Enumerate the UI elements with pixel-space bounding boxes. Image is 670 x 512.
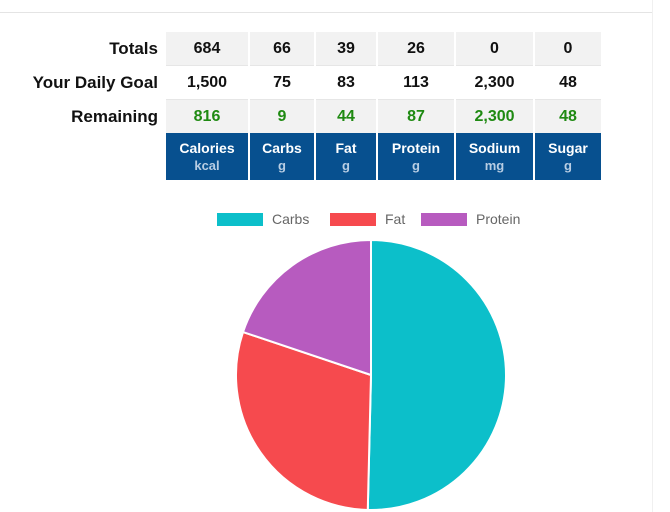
col-carbs-name: Carbs [262, 139, 302, 156]
remaining-sodium: 2,300 [456, 100, 533, 133]
legend-swatch-fat [330, 212, 376, 226]
totals-carbs: 66 [250, 32, 314, 65]
legend-swatch-carbs [217, 212, 263, 226]
goal-sodium: 2,300 [456, 65, 533, 100]
daily-goal-label: Your Daily Goal [8, 65, 164, 100]
col-sodium-unit: mg [484, 157, 505, 173]
daily-goal-row: Your Daily Goal 1,500 75 83 113 2,300 48 [8, 65, 601, 100]
nutrition-summary-table: Totals 684 66 39 26 0 0 Your Daily Goal … [6, 32, 603, 180]
header-spacer [8, 133, 164, 180]
totals-label: Totals [8, 32, 164, 65]
col-fat: Fat g [316, 133, 376, 180]
goal-calories: 1,500 [166, 65, 248, 100]
legend-item-fat[interactable]: Fat [330, 209, 405, 229]
totals-calories: 684 [166, 32, 248, 65]
totals-sugar: 0 [535, 32, 601, 65]
legend-label-fat: Fat [385, 211, 406, 227]
legend-label-protein: Protein [476, 211, 521, 227]
remaining-fat: 44 [316, 100, 376, 133]
col-calories: Calories kcal [166, 133, 248, 180]
nutrient-header-row: Calories kcal Carbs g Fat g Protein g Sodium… [8, 133, 601, 180]
col-fat-name: Fat [335, 139, 357, 156]
remaining-carbs: 9 [250, 100, 314, 133]
totals-protein: 26 [378, 32, 454, 65]
goal-fat: 83 [316, 65, 376, 100]
pie-slice-fat[interactable] [235, 330, 373, 511]
right-divider [652, 0, 653, 512]
goal-sugar: 48 [535, 65, 601, 100]
remaining-calories: 816 [166, 100, 248, 133]
legend-item-carbs[interactable]: Carbs [217, 209, 309, 229]
col-carbs-unit: g [278, 157, 286, 173]
col-calories-name: Calories [179, 139, 235, 156]
top-divider [0, 0, 652, 13]
remaining-sugar: 48 [535, 100, 601, 133]
chart-legend: Carbs Fat Protein [0, 209, 670, 229]
col-sugar-name: Sugar [548, 139, 588, 156]
col-sugar: Sugar g [535, 133, 601, 180]
col-sodium-name: Sodium [468, 139, 521, 156]
remaining-label: Remaining [8, 100, 164, 133]
totals-row: Totals 684 66 39 26 0 0 [8, 32, 601, 65]
col-protein-name: Protein [391, 139, 441, 156]
remaining-row: Remaining 816 9 44 87 2,300 48 [8, 100, 601, 133]
col-protein: Protein g [378, 133, 454, 180]
pie-slice-protein[interactable] [241, 238, 372, 377]
goal-protein: 113 [378, 65, 454, 100]
goal-carbs: 75 [250, 65, 314, 100]
pie-slice-carbs[interactable] [366, 238, 507, 511]
col-calories-unit: kcal [194, 157, 220, 173]
totals-fat: 39 [316, 32, 376, 65]
legend-label-carbs: Carbs [272, 211, 310, 227]
legend-item-protein[interactable]: Protein [421, 209, 520, 229]
remaining-protein: 87 [378, 100, 454, 133]
col-sodium: Sodium mg [456, 133, 533, 180]
col-fat-unit: g [342, 157, 350, 173]
legend-swatch-protein [421, 212, 467, 226]
totals-sodium: 0 [456, 32, 533, 65]
col-protein-unit: g [412, 157, 420, 173]
col-sugar-unit: g [564, 157, 572, 173]
col-carbs: Carbs g [250, 133, 314, 180]
